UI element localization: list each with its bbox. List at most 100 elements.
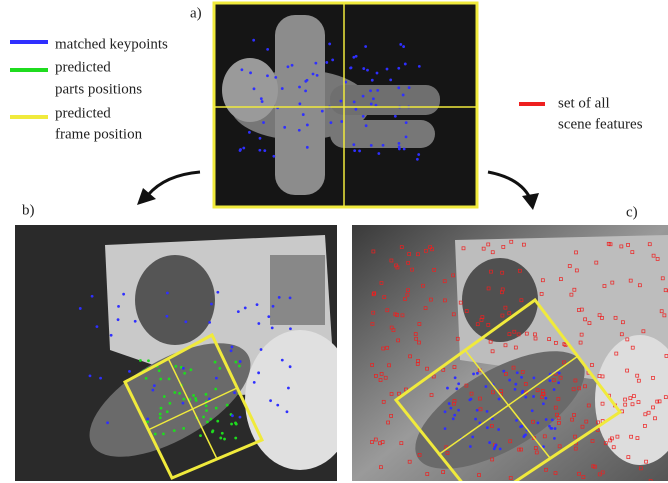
feature [577,471,581,476]
keypoint [211,429,215,433]
keypoint [548,379,552,382]
feature [629,434,633,439]
keypoint [519,425,522,429]
feature [648,479,653,481]
keypoint [520,375,523,379]
feature [542,434,547,439]
legend-label: set of all [558,95,610,111]
feature [424,248,428,253]
feature [373,374,378,378]
feature [417,322,422,326]
feature [489,269,493,274]
feature [655,399,660,404]
feature [517,447,522,452]
feature [578,340,583,345]
feature [394,263,398,268]
feature [517,268,522,273]
keypoint [233,391,236,395]
feature [630,250,635,255]
keypoint [223,437,226,441]
keypoint [557,371,561,375]
keypoint [182,397,186,401]
keypoint [208,397,211,401]
panel-c-image [352,225,668,481]
keypoint [325,61,329,64]
feature [590,363,594,367]
keypoint [404,135,408,139]
feature [386,420,390,425]
keypoint [385,67,389,71]
keypoint [274,76,278,79]
feature [389,392,394,396]
keypoint [116,318,120,322]
feature [570,417,575,422]
keypoint [297,128,301,132]
keypoint [361,114,365,118]
keypoint [269,399,272,403]
keypoint [153,432,157,436]
feature [512,329,517,334]
feature [399,245,404,249]
keypoint [376,88,380,92]
feature [379,281,384,285]
feature [509,239,514,244]
feature [385,345,390,350]
keypoint [498,447,502,451]
keypoint [287,386,290,390]
keypoint [266,74,269,78]
keypoint [403,62,407,66]
keypoint [158,416,162,420]
keypoint [199,434,202,438]
feature [626,243,630,247]
keypoint [202,415,205,419]
keypoint [362,67,366,70]
feature [574,268,579,273]
feature [559,277,563,281]
keypoint [301,113,305,116]
keypoint [468,445,472,448]
feature [581,475,586,479]
feature [539,292,544,296]
feature [429,393,434,397]
keypoint [234,360,238,364]
feature [370,363,374,367]
keypoint [349,66,353,70]
panel-b-image [15,225,337,481]
feature [379,465,383,470]
feature [382,295,387,299]
keypoint [352,100,356,104]
keypoint [276,403,280,407]
feature [553,405,558,410]
keypoint [237,364,241,368]
feature [577,386,581,391]
keypoint [369,89,372,93]
keypoint [375,71,379,75]
keypoint [550,427,554,430]
feature [371,310,376,315]
keypoint [354,54,358,58]
feature [406,288,410,293]
keypoint [270,326,274,330]
feature [655,257,660,261]
feature [479,318,484,322]
feature [551,378,556,383]
keypoint [255,303,259,307]
feature [590,439,595,443]
keypoint [262,121,265,124]
keypoint [515,371,519,375]
feature [501,245,506,249]
keypoint [236,310,240,314]
keypoint [146,417,150,421]
keypoint [399,43,403,46]
legend-label: scene features [558,116,643,132]
feature [486,286,491,291]
feature [583,384,587,389]
feature [643,424,647,428]
feature [455,336,460,341]
feature [389,258,394,263]
keypoint [550,418,554,422]
feature [556,396,561,401]
feature [533,336,538,341]
feature [379,372,384,376]
keypoint [139,359,142,362]
